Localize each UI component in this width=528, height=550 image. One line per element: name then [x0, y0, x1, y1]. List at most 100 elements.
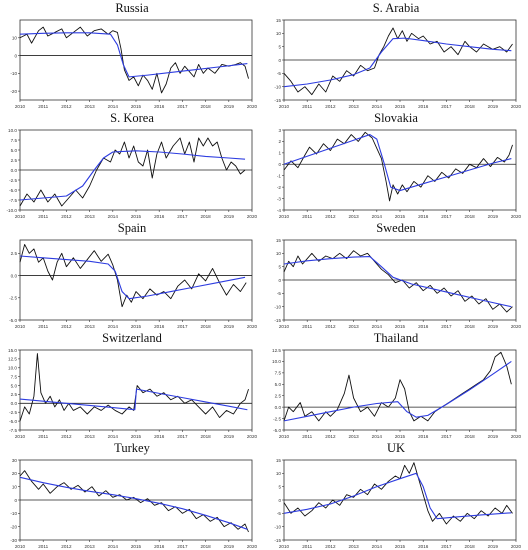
x-tick-label: 2010 [15, 544, 26, 549]
chart-plot: 15.0 12.5 10.0 7.5 5.0 2.5 0.0 -2.5 -5.0 -7.52010… [8, 348, 258, 439]
x-tick-label: 2015 [131, 434, 142, 439]
y-tick-label: -20 [10, 89, 17, 94]
x-tick-label: 2016 [418, 544, 429, 549]
y-tick-label: -7.5 [9, 428, 17, 433]
x-tick-label: 2014 [108, 324, 119, 329]
x-tick-label: 2020 [247, 214, 258, 219]
chart-title: Russia [115, 1, 149, 15]
x-tick-label: 2011 [302, 544, 312, 549]
y-tick-label: 12.5 [8, 357, 17, 362]
x-tick-label: 2018 [464, 214, 475, 219]
chart-title: UK [386, 441, 406, 455]
x-tick-label: 2019 [488, 104, 499, 109]
y-tick-label: 10 [276, 251, 282, 256]
x-tick-label: 2017 [177, 324, 188, 329]
series-line-actual [283, 351, 512, 422]
x-tick-label: 2017 [177, 544, 188, 549]
x-tick-label: 2013 [84, 434, 95, 439]
x-tick-label: 2016 [418, 104, 429, 109]
y-tick-label: 2 [278, 139, 281, 144]
y-tick-label: 0.0 [11, 273, 18, 278]
y-tick-label: 3 [278, 128, 281, 133]
y-tick-label: -2.5 [9, 178, 17, 183]
y-tick-label: -5 [277, 291, 282, 296]
x-tick-label: 2014 [372, 214, 383, 219]
series-line-trend [19, 32, 248, 78]
series-line-trend [19, 388, 248, 411]
x-tick-label: 2010 [279, 434, 290, 439]
y-tick-label: 0.0 [275, 405, 282, 410]
x-tick-label: 2019 [224, 434, 235, 439]
chart-panel: S. Korea 10.0 7.5 5.0 2.5 0.0 -2.5 -5.0 -7.5 -10.… [0, 110, 264, 220]
x-tick-label: 2017 [177, 214, 188, 219]
x-tick-label: 2015 [131, 324, 142, 329]
y-tick-label: -20 [10, 524, 17, 529]
y-tick-label: 2.5 [11, 392, 18, 397]
x-tick-label: 2011 [302, 324, 312, 329]
x-tick-label: 2020 [511, 434, 522, 439]
x-tick-label: 2017 [441, 214, 452, 219]
series-line-actual [283, 250, 513, 313]
chart-panel: UK 15 10 5 0 -5 -10 -15 2010 2011 2012 2013 2014 2015… [264, 440, 528, 550]
chart-panel: Thailand 12.5 10.0 7.5 5.0 2.5 0.0 -2.5 -5.0 2010… [264, 330, 528, 440]
x-tick-label: 2013 [84, 104, 95, 109]
y-tick-label: -10 [274, 84, 281, 89]
y-tick-label: -10 [274, 304, 281, 309]
y-tick-label: -5 [277, 71, 282, 76]
y-tick-label: 0 [278, 278, 281, 283]
y-tick-label: -2.5 [9, 296, 17, 301]
y-tick-label: 10 [276, 471, 282, 476]
x-tick-label: 2012 [325, 544, 336, 549]
y-tick-label: 0 [14, 53, 17, 58]
y-tick-label: 15.0 [8, 348, 17, 353]
x-tick-label: 2020 [247, 104, 258, 109]
x-tick-label: 2019 [224, 214, 235, 219]
y-tick-label: -5.0 [9, 419, 17, 424]
x-tick-label: 2010 [279, 544, 290, 549]
chart-panel: Switzerland 15.0 12.5 10.0 7.5 5.0 2.5 0.0 -2.5 -… [0, 330, 264, 440]
x-tick-label: 2016 [154, 434, 165, 439]
x-tick-label: 2010 [279, 324, 290, 329]
plot-frame [283, 129, 517, 211]
series-line-trend [283, 255, 512, 308]
x-tick-label: 2017 [441, 544, 452, 549]
x-tick-label: 2012 [61, 434, 72, 439]
y-tick-label: -10 [274, 524, 281, 529]
series-line-trend [283, 360, 512, 422]
plot-frame [19, 239, 253, 321]
x-tick-label: 2014 [108, 104, 119, 109]
y-tick-label: -5.0 [9, 188, 17, 193]
x-tick-label: 2015 [131, 544, 142, 549]
series-line-trend [283, 472, 512, 520]
x-tick-label: 2018 [200, 104, 211, 109]
x-tick-label: 2010 [15, 104, 26, 109]
x-tick-label: 2013 [348, 214, 359, 219]
y-tick-label: 0.0 [11, 168, 18, 173]
y-tick-label: 10 [276, 31, 282, 36]
x-tick-label: 2013 [84, 324, 95, 329]
series-line-actual [19, 470, 249, 533]
x-tick-label: 2020 [247, 434, 258, 439]
chart-panel: Turkey 30 20 10 0 -10 -20 -30 2010 2011 2012 2013 20… [0, 440, 264, 550]
x-tick-label: 2010 [15, 324, 26, 329]
x-tick-label: 2014 [372, 324, 383, 329]
y-tick-label: -5.0 [273, 428, 281, 433]
series-line-actual [19, 26, 249, 94]
chart-title: Switzerland [102, 331, 162, 345]
x-tick-label: 2020 [511, 104, 522, 109]
y-tick-label: -15 [274, 538, 281, 543]
x-tick-label: 2019 [224, 324, 235, 329]
y-tick-label: 0 [14, 498, 17, 503]
y-tick-label: 5 [278, 264, 281, 269]
chart-panel: Russia 10 0 -10 -20 2010 2011 2012 2013 2014 2015 2… [0, 0, 264, 110]
x-tick-label: 2016 [154, 324, 165, 329]
x-tick-label: 2011 [38, 544, 48, 549]
y-tick-label: -2.5 [273, 416, 281, 421]
x-tick-label: 2012 [61, 544, 72, 549]
y-tick-label: -3 [277, 196, 282, 201]
x-tick-label: 2018 [464, 434, 475, 439]
y-tick-label: 7.5 [11, 374, 18, 379]
x-tick-label: 2019 [488, 214, 499, 219]
